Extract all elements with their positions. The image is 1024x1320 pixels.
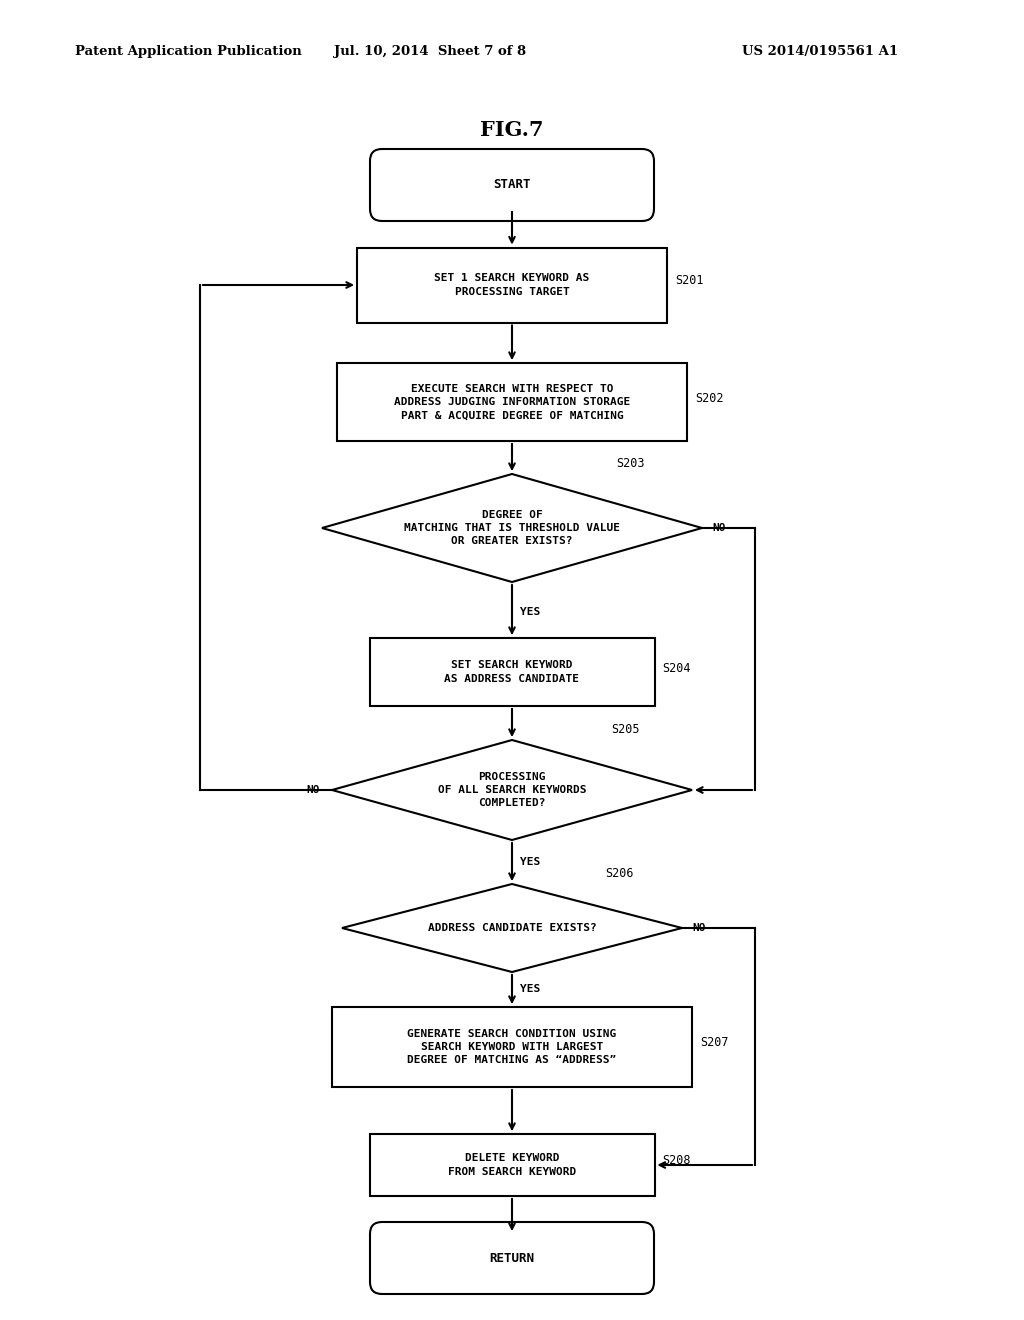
Text: RETURN: RETURN bbox=[489, 1251, 535, 1265]
Text: Jul. 10, 2014  Sheet 7 of 8: Jul. 10, 2014 Sheet 7 of 8 bbox=[334, 45, 526, 58]
Text: ADDRESS CANDIDATE EXISTS?: ADDRESS CANDIDATE EXISTS? bbox=[428, 923, 596, 933]
Text: PROCESSING
OF ALL SEARCH KEYWORDS
COMPLETED?: PROCESSING OF ALL SEARCH KEYWORDS COMPLE… bbox=[437, 772, 587, 808]
Bar bbox=[337, 363, 687, 441]
Bar bbox=[332, 1007, 692, 1086]
Bar bbox=[357, 248, 667, 322]
Text: NO: NO bbox=[712, 523, 725, 533]
Text: EXECUTE SEARCH WITH RESPECT TO
ADDRESS JUDGING INFORMATION STORAGE
PART & ACQUIR: EXECUTE SEARCH WITH RESPECT TO ADDRESS J… bbox=[394, 384, 630, 420]
Polygon shape bbox=[342, 884, 682, 972]
Text: S203: S203 bbox=[616, 457, 645, 470]
Text: START: START bbox=[494, 178, 530, 191]
Text: SET 1 SEARCH KEYWORD AS
PROCESSING TARGET: SET 1 SEARCH KEYWORD AS PROCESSING TARGE… bbox=[434, 273, 590, 297]
Bar bbox=[370, 638, 654, 706]
FancyBboxPatch shape bbox=[370, 1222, 654, 1294]
Text: FIG.7: FIG.7 bbox=[480, 120, 544, 140]
Text: DEGREE OF
MATCHING THAT IS THRESHOLD VALUE
OR GREATER EXISTS?: DEGREE OF MATCHING THAT IS THRESHOLD VAL… bbox=[404, 510, 620, 546]
Text: YES: YES bbox=[520, 607, 541, 616]
Text: DELETE KEYWORD
FROM SEARCH KEYWORD: DELETE KEYWORD FROM SEARCH KEYWORD bbox=[447, 1154, 577, 1176]
Text: YES: YES bbox=[520, 857, 541, 867]
FancyBboxPatch shape bbox=[370, 149, 654, 220]
Text: US 2014/0195561 A1: US 2014/0195561 A1 bbox=[742, 45, 898, 58]
Text: GENERATE SEARCH CONDITION USING
SEARCH KEYWORD WITH LARGEST
DEGREE OF MATCHING A: GENERATE SEARCH CONDITION USING SEARCH K… bbox=[408, 1028, 616, 1065]
Text: S202: S202 bbox=[695, 392, 724, 404]
Polygon shape bbox=[322, 474, 702, 582]
Polygon shape bbox=[332, 741, 692, 840]
Text: S206: S206 bbox=[605, 867, 634, 880]
Text: YES: YES bbox=[520, 985, 541, 994]
Text: NO: NO bbox=[306, 785, 319, 795]
Text: S205: S205 bbox=[611, 723, 640, 737]
Text: Patent Application Publication: Patent Application Publication bbox=[75, 45, 302, 58]
Text: S207: S207 bbox=[700, 1036, 728, 1049]
Bar bbox=[370, 1134, 654, 1196]
Text: NO: NO bbox=[692, 923, 706, 933]
Text: S208: S208 bbox=[663, 1155, 691, 1167]
Text: SET SEARCH KEYWORD
AS ADDRESS CANDIDATE: SET SEARCH KEYWORD AS ADDRESS CANDIDATE bbox=[444, 660, 580, 684]
Text: S201: S201 bbox=[675, 275, 703, 288]
Text: S204: S204 bbox=[663, 661, 691, 675]
